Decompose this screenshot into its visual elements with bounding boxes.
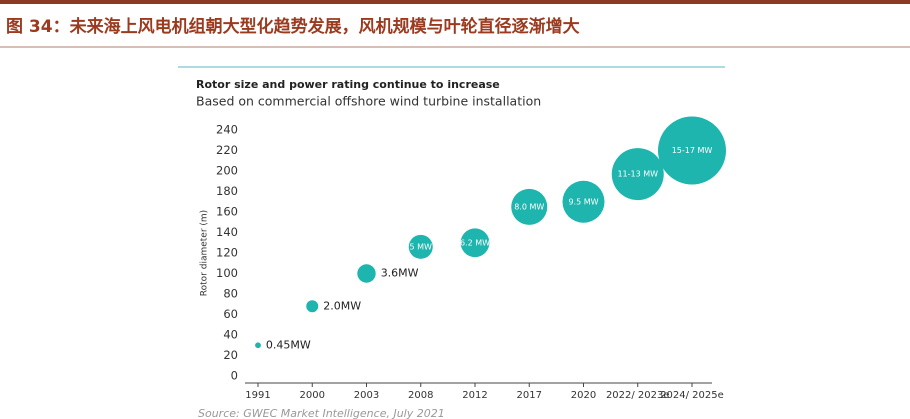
bubble-label: 5 MW <box>410 242 433 251</box>
source: Source: GWEC Market Intelligence, July 2… <box>198 407 445 419</box>
x-tick-label: 2017 <box>517 390 542 401</box>
x-tick-label: 2024/ 2025e <box>660 390 724 401</box>
bubble <box>408 234 433 259</box>
y-tick-label: 0 <box>231 369 238 383</box>
y-tick-label: 220 <box>216 143 238 157</box>
bubble <box>255 342 261 349</box>
bubble-label: 2.0MW <box>323 299 361 312</box>
bubble-label: 6.2 MW <box>460 238 490 247</box>
y-axis-label: Rotor diameter (m) <box>200 210 210 296</box>
bubble-label: 0.45MW <box>266 338 311 351</box>
x-tick-label: 2022/ 2023e <box>606 390 670 401</box>
bubble-label: 11-13 MW <box>617 170 658 179</box>
top-bar <box>0 0 910 4</box>
y-tick-label: 240 <box>216 123 238 137</box>
x-tick-label: 2000 <box>300 390 325 401</box>
y-tick-label: 80 <box>223 287 238 301</box>
y-tick-label: 120 <box>216 246 238 260</box>
bubble-label: 3.6MW <box>381 267 419 280</box>
bubble <box>511 188 548 225</box>
y-tick-label: 140 <box>216 225 238 239</box>
bubble <box>306 300 319 313</box>
y-tick-label: 20 <box>223 348 238 362</box>
y-tick-label: 100 <box>216 266 238 280</box>
x-tick-label: 1991 <box>245 390 270 401</box>
chart-title: Rotor size and power rating continue to … <box>196 78 500 91</box>
x-tick-label: 2012 <box>462 390 487 401</box>
bubble <box>460 228 490 258</box>
chart-subtitle: Based on commercial offshore wind turbin… <box>196 94 541 109</box>
x-tick-label: 2003 <box>354 390 379 401</box>
y-tick-label: 200 <box>216 164 238 178</box>
bubble <box>658 116 726 185</box>
y-tick-label: 160 <box>216 205 238 219</box>
bubble <box>611 148 664 201</box>
figure-title: 图 34：未来海上风电机组朝大型化趋势发展，风机规模与叶轮直径逐渐增大 <box>6 16 580 37</box>
bubble-label: 15-17 MW <box>672 146 713 155</box>
x-tick-label: 2020 <box>571 390 596 401</box>
bubble <box>562 180 605 223</box>
bubble-label: 8.0 MW <box>514 202 544 211</box>
x-tick-label: 2008 <box>408 390 433 401</box>
y-tick-label: 180 <box>216 184 238 198</box>
y-tick-label: 40 <box>223 328 238 342</box>
bubble-label: 9.5 MW <box>568 197 598 206</box>
y-tick-label: 60 <box>223 307 238 321</box>
bubble <box>357 264 376 283</box>
